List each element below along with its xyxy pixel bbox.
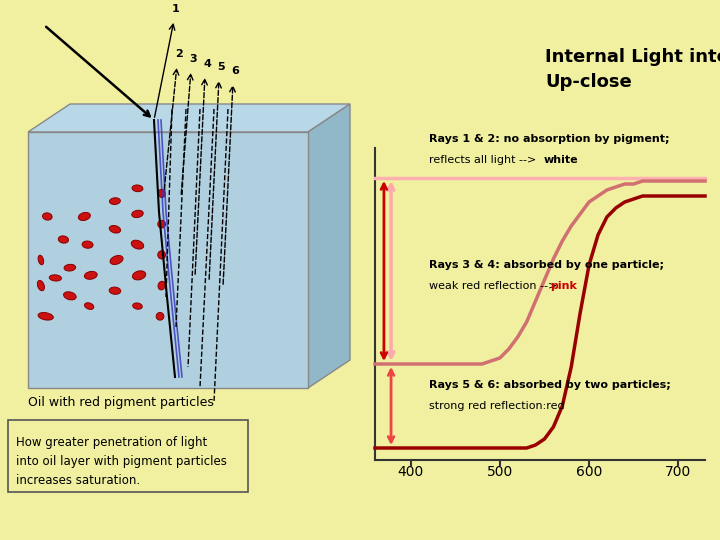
Text: 400: 400 — [397, 465, 424, 479]
Text: Oil with red pigment particles: Oil with red pigment particles — [28, 396, 214, 409]
Text: pink: pink — [551, 281, 577, 291]
Text: 700: 700 — [665, 465, 691, 479]
Ellipse shape — [109, 287, 121, 294]
Ellipse shape — [110, 255, 123, 265]
Text: Rays 5 & 6: absorbed by two particles;: Rays 5 & 6: absorbed by two particles; — [428, 380, 670, 390]
Ellipse shape — [58, 236, 68, 243]
Ellipse shape — [42, 213, 52, 220]
Text: 4: 4 — [203, 59, 211, 69]
Ellipse shape — [49, 275, 61, 281]
Text: weak red reflection -->: weak red reflection --> — [428, 281, 560, 291]
Text: 600: 600 — [576, 465, 602, 479]
Ellipse shape — [131, 240, 144, 249]
Ellipse shape — [63, 292, 76, 300]
Text: 1: 1 — [172, 4, 180, 14]
Ellipse shape — [158, 281, 165, 290]
Ellipse shape — [84, 272, 97, 279]
Polygon shape — [28, 104, 350, 132]
Text: reflects all light -->: reflects all light --> — [428, 155, 536, 165]
Ellipse shape — [84, 303, 94, 309]
Text: Internal Light interactions,
Up-close: Internal Light interactions, Up-close — [545, 48, 720, 91]
Text: 3: 3 — [189, 54, 197, 64]
Ellipse shape — [132, 303, 143, 309]
Text: 6: 6 — [231, 66, 239, 76]
Ellipse shape — [158, 190, 165, 198]
Bar — [28, 132, 308, 388]
Ellipse shape — [156, 313, 164, 320]
Ellipse shape — [82, 241, 93, 248]
Text: Rays 3 & 4: absorbed by one particle;: Rays 3 & 4: absorbed by one particle; — [428, 260, 664, 270]
Ellipse shape — [132, 210, 143, 218]
Ellipse shape — [158, 220, 166, 228]
Text: 500: 500 — [487, 465, 513, 479]
Ellipse shape — [78, 212, 90, 220]
Text: 5: 5 — [217, 62, 225, 72]
Text: white: white — [544, 155, 578, 165]
Ellipse shape — [132, 185, 143, 192]
Ellipse shape — [37, 280, 45, 291]
Ellipse shape — [109, 198, 120, 205]
Ellipse shape — [38, 255, 44, 265]
Text: How greater penetration of light
into oil layer with pigment particles
increases: How greater penetration of light into oi… — [16, 436, 227, 487]
Ellipse shape — [64, 264, 76, 271]
Text: strong red reflection:red: strong red reflection:red — [428, 401, 564, 411]
Ellipse shape — [132, 271, 145, 280]
Bar — [8, 420, 248, 492]
Polygon shape — [308, 104, 350, 388]
Text: 2: 2 — [175, 49, 183, 59]
Ellipse shape — [38, 313, 53, 320]
Ellipse shape — [158, 251, 166, 259]
Text: Rays 1 & 2: no absorption by pigment;: Rays 1 & 2: no absorption by pigment; — [428, 134, 669, 144]
Ellipse shape — [109, 226, 121, 233]
